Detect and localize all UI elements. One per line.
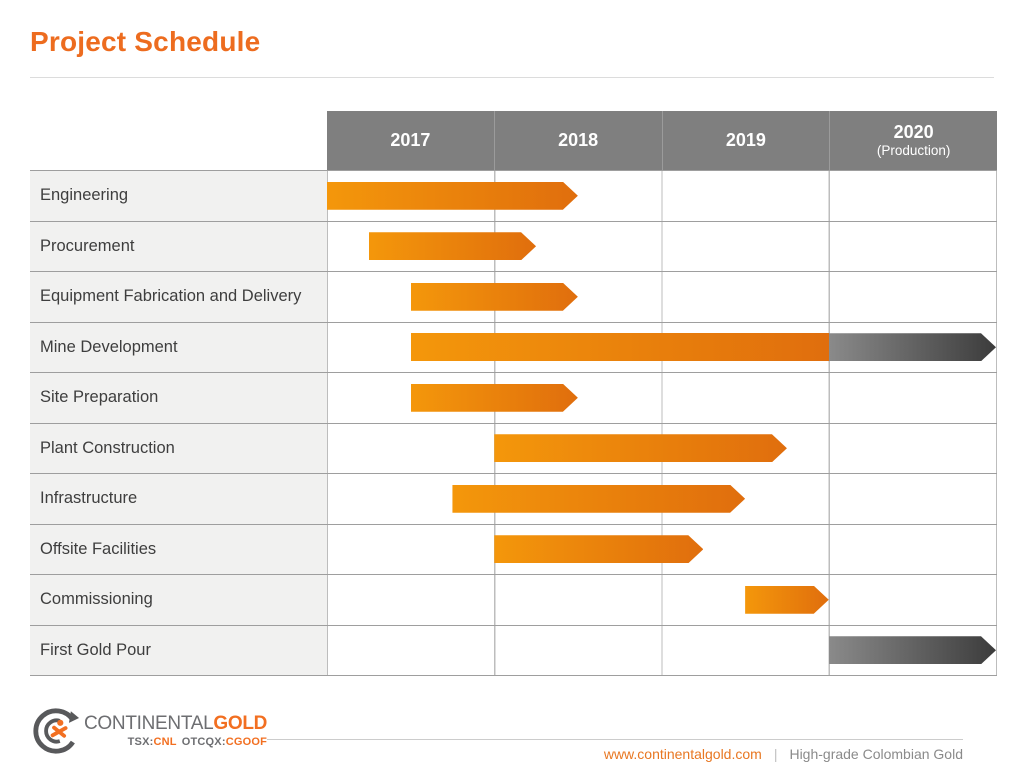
year-label: 2017 — [390, 130, 431, 151]
task-timeline — [327, 221, 997, 271]
task-label: First Gold Pour — [30, 625, 327, 675]
footer: CONTINENTALGOLD TSX:CNL OTCQX:CGOOF www.c… — [0, 700, 1024, 768]
ticker-otc-label: OTCQX: — [181, 736, 226, 748]
task-row: Commissioning — [30, 574, 997, 625]
task-timeline — [327, 171, 997, 221]
logo-mark-icon — [33, 708, 80, 754]
website-link[interactable]: www.continentalgold.com — [603, 746, 762, 762]
page-title: Project Schedule — [30, 26, 261, 57]
wordmark-gold: GOLD — [213, 713, 268, 734]
gantt-bar-orange — [452, 485, 745, 513]
gantt-bar-orange — [745, 586, 829, 614]
gantt-body: Engineering Procurement Equipment Fabricat… — [30, 170, 997, 676]
task-row: Offsite Facilities — [30, 523, 997, 574]
task-row: Engineering — [30, 170, 997, 221]
year-column-header: 2018 — [493, 111, 662, 170]
footer-divider — [267, 739, 963, 740]
task-label: Plant Construction — [30, 423, 327, 473]
task-label: Engineering — [30, 171, 327, 221]
gantt-header: 2017 2018 2019 2020 (Production) — [30, 111, 997, 170]
task-row: Equipment Fabrication and Delivery — [30, 271, 997, 322]
gantt-bar-orange — [494, 535, 703, 563]
gantt-bar-gray — [829, 636, 996, 664]
task-label: Infrastructure — [30, 474, 327, 524]
task-label: Site Preparation — [30, 373, 327, 423]
year-label: 2020 — [893, 122, 934, 143]
task-timeline — [327, 322, 997, 372]
year-label: 2019 — [725, 130, 766, 151]
ticker-tsx-label: TSX: — [127, 736, 154, 748]
logo-text: CONTINENTALGOLD TSX:CNL OTCQX:CGOOF — [84, 714, 267, 748]
year-column-header: 2019 — [661, 111, 830, 170]
task-label: Commissioning — [30, 575, 327, 625]
task-row: Plant Construction — [30, 422, 997, 473]
task-timeline — [327, 474, 997, 524]
task-timeline — [327, 625, 997, 675]
task-row: Mine Development — [30, 321, 997, 372]
logo-wordmark: CONTINENTALGOLD — [84, 714, 267, 733]
gantt-chart: 2017 2018 2019 2020 (Production) Engineering… — [30, 111, 997, 676]
task-row: First Gold Pour — [30, 624, 997, 675]
task-timeline — [327, 575, 997, 625]
year-column-header: 2020 (Production) — [829, 111, 997, 170]
task-label: Offsite Facilities — [30, 524, 327, 574]
task-timeline — [327, 272, 997, 322]
task-label: Equipment Fabrication and Delivery — [30, 272, 327, 322]
gantt-bar-orange — [411, 283, 578, 311]
gantt-header-columns: 2017 2018 2019 2020 (Production) — [327, 111, 997, 170]
footer-separator: | — [773, 746, 778, 762]
task-row: Site Preparation — [30, 372, 997, 423]
task-label: Mine Development — [30, 322, 327, 372]
ticker-otc-value: CGOOF — [225, 736, 268, 748]
gantt-bar-orange — [327, 182, 578, 210]
year-column-header: 2017 — [327, 111, 494, 170]
gantt-bar-orange — [494, 434, 787, 462]
task-label: Procurement — [30, 221, 327, 271]
year-label: 2018 — [558, 130, 599, 151]
gantt-bar-orange — [411, 384, 578, 412]
year-sublabel: (Production) — [876, 143, 951, 159]
title-divider — [30, 77, 994, 78]
task-row: Procurement — [30, 220, 997, 271]
gantt-bar-orange — [410, 333, 829, 362]
gantt-bar-orange — [369, 232, 536, 260]
task-timeline — [327, 423, 997, 473]
continental-gold-logo: CONTINENTALGOLD TSX:CNL OTCQX:CGOOF — [30, 706, 267, 756]
gantt-bar-gray — [829, 333, 996, 361]
task-timeline — [327, 373, 997, 423]
stock-ticker: TSX:CNL OTCQX:CGOOF — [84, 736, 267, 748]
task-row: Infrastructure — [30, 473, 997, 524]
ticker-tsx-value: CNL — [153, 736, 177, 748]
gantt-header-spacer — [30, 111, 327, 170]
footer-tagline: High-grade Colombian Gold — [789, 746, 963, 762]
task-timeline — [327, 524, 997, 574]
footer-text: www.continentalgold.com | High-grade Colom… — [604, 746, 963, 762]
wordmark-continental: CONTINENTAL — [84, 713, 214, 734]
